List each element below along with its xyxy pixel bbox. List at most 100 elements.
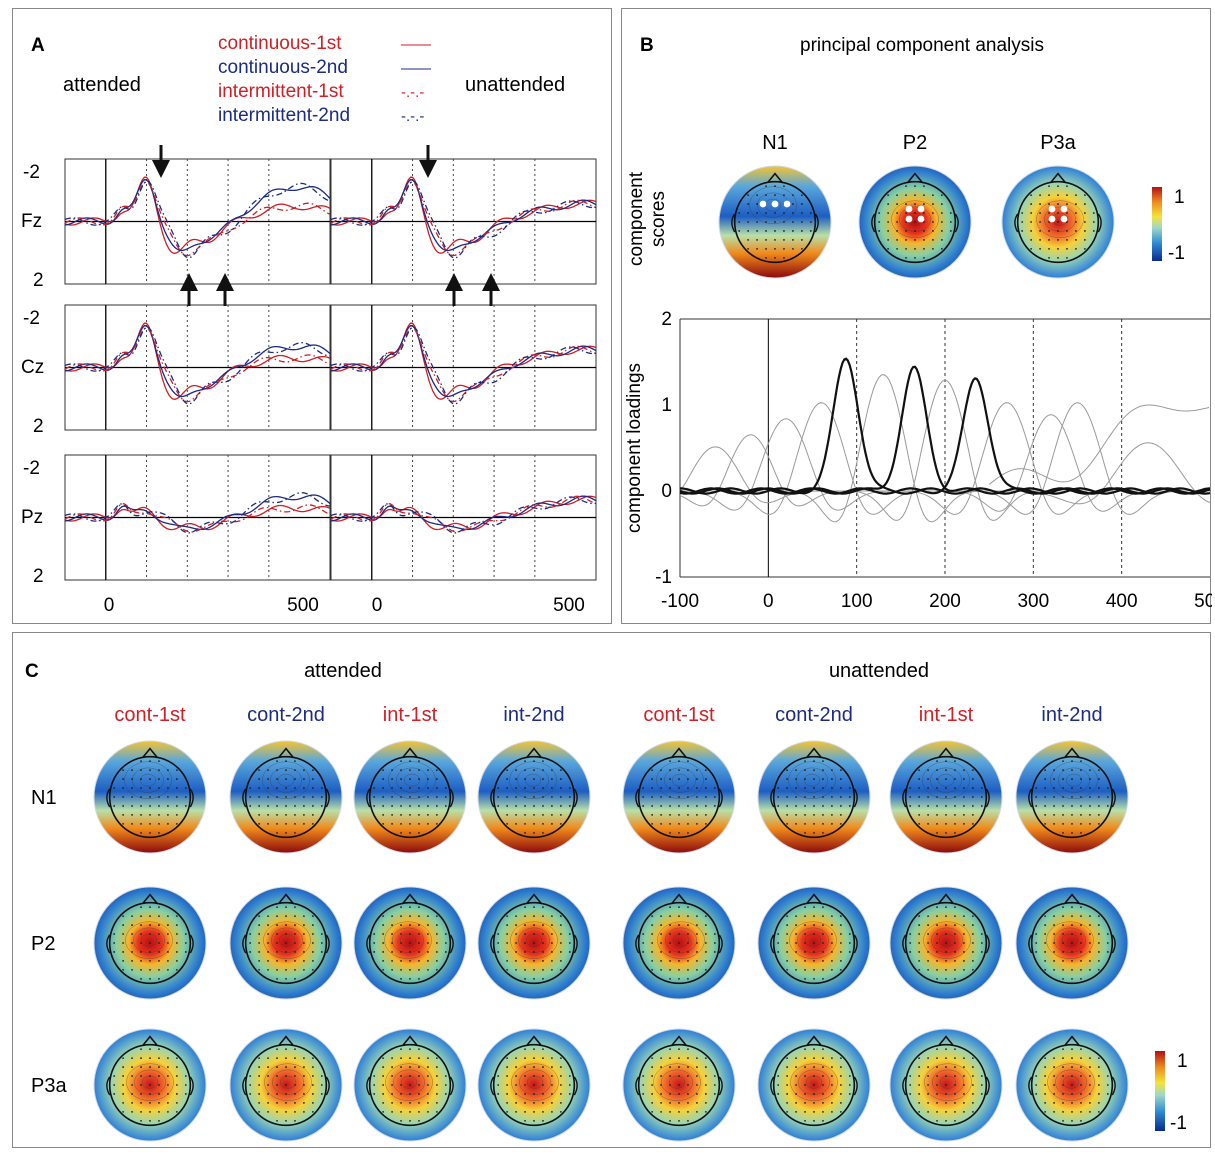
electrode (669, 1102, 671, 1104)
electrode (294, 1048, 296, 1050)
electrode (149, 1084, 151, 1086)
electrode (285, 832, 287, 834)
electrode (1044, 1075, 1046, 1077)
x-tick: 0 (763, 591, 774, 612)
electrode (936, 1084, 938, 1086)
electrode (923, 212, 925, 214)
electrode (122, 933, 124, 935)
electrode (1062, 796, 1064, 798)
electrode (167, 924, 169, 926)
electrode (705, 805, 707, 807)
electrode (936, 778, 938, 780)
topo-map (758, 741, 870, 853)
electrode (923, 248, 925, 250)
electrode (418, 942, 420, 944)
electrode (945, 933, 947, 935)
electrode (113, 805, 115, 807)
electrode (696, 1111, 698, 1113)
electrode (1089, 1111, 1091, 1113)
electrode (382, 787, 384, 789)
electrode (1071, 1120, 1073, 1122)
electrode (113, 933, 115, 935)
electrode (542, 787, 544, 789)
electrode (1035, 796, 1037, 798)
electrode (696, 960, 698, 962)
electrode (950, 230, 952, 232)
electrode (801, 221, 803, 223)
electrode (687, 760, 689, 762)
electrode (705, 1102, 707, 1104)
electrode (1044, 823, 1046, 825)
electrode (783, 212, 785, 214)
electrode (427, 787, 429, 789)
electrode (918, 823, 920, 825)
electrode (651, 1075, 653, 1077)
electrode (409, 832, 411, 834)
electrode (113, 1084, 115, 1086)
electrode (795, 1093, 797, 1095)
electrode (651, 823, 653, 825)
electrode (1071, 933, 1073, 935)
electrode (409, 1066, 411, 1068)
electrode (294, 906, 296, 908)
electrode (409, 760, 411, 762)
electrode (981, 1084, 983, 1086)
electrode (515, 1066, 517, 1068)
electrode (167, 796, 169, 798)
electrode (515, 769, 517, 771)
electrode (696, 1093, 698, 1095)
electrode (972, 1102, 974, 1104)
electrode (1030, 212, 1032, 214)
electrode (963, 769, 965, 771)
electrode (400, 1048, 402, 1050)
electrode (131, 805, 133, 807)
electrode (705, 969, 707, 971)
electrode (533, 906, 535, 908)
electrode (840, 796, 842, 798)
electrode (533, 933, 535, 935)
electrode (321, 787, 323, 789)
colorbar-min: -1 (1168, 243, 1185, 264)
electrode (140, 924, 142, 926)
electrode (436, 951, 438, 953)
electrode (669, 814, 671, 816)
electrode (533, 951, 535, 953)
electrode (131, 796, 133, 798)
electrode (294, 1102, 296, 1104)
electrode (409, 769, 411, 771)
electrode (167, 942, 169, 944)
electrode (524, 805, 526, 807)
x-tick: 500 (1194, 591, 1212, 612)
electrode (418, 760, 420, 762)
electrode (687, 1057, 689, 1059)
electrode (923, 194, 925, 196)
electrode (140, 1057, 142, 1059)
electrode (840, 1102, 842, 1104)
electrode (792, 230, 794, 232)
electrode (822, 951, 824, 953)
electrode (258, 1084, 260, 1086)
electrode (285, 1102, 287, 1104)
electrode (560, 1075, 562, 1077)
electrode (887, 230, 889, 232)
electrode (932, 194, 934, 196)
electrode (1080, 787, 1082, 789)
electrode (267, 1084, 269, 1086)
electrode (972, 1057, 974, 1059)
electrode (927, 951, 929, 953)
electrode (524, 1066, 526, 1068)
electrode (373, 1075, 375, 1077)
electrode (840, 924, 842, 926)
electrode (1048, 239, 1050, 241)
electrode (294, 1075, 296, 1077)
electrode (822, 1102, 824, 1104)
electrode (840, 1057, 842, 1059)
electrode (551, 805, 553, 807)
electrode (1053, 1075, 1055, 1077)
electrode (391, 769, 393, 771)
electrode (804, 1120, 806, 1122)
electrode (569, 951, 571, 953)
electrode (840, 1066, 842, 1068)
electrode (660, 1075, 662, 1077)
electrode (418, 1066, 420, 1068)
